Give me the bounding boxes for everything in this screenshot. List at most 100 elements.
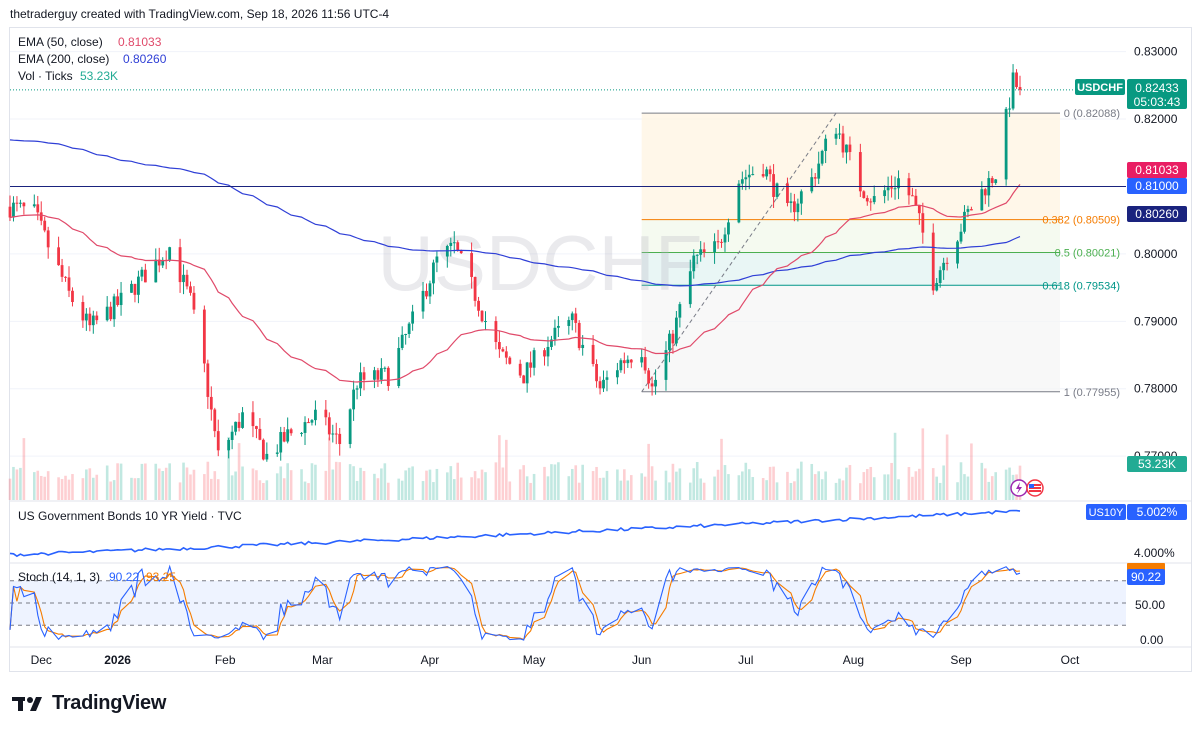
ema50-price-tag: 0.81033 xyxy=(1127,162,1187,178)
candle-body xyxy=(133,283,137,295)
volume-bar xyxy=(255,470,258,500)
volume-bar xyxy=(800,461,803,500)
ema200-legend-label: EMA (200, close) xyxy=(18,52,109,66)
candle-body xyxy=(473,276,477,301)
candle-body xyxy=(817,163,821,179)
volume-bar xyxy=(987,481,991,500)
candle-body xyxy=(435,256,439,263)
volume-bar xyxy=(324,470,328,500)
candle-body xyxy=(386,367,390,387)
volume-bar xyxy=(282,478,286,500)
stoch-legend[interactable]: Stoch (14, 1, 3) 90.22 93.25 xyxy=(18,570,176,584)
candle-body xyxy=(112,296,116,320)
volume-bar xyxy=(1004,469,1008,500)
volume-bar xyxy=(529,482,532,500)
candle-body xyxy=(501,349,505,352)
volume-bar xyxy=(963,474,966,500)
volume-bar xyxy=(623,469,626,500)
candle-body xyxy=(452,242,456,244)
time-axis-tick: Oct xyxy=(1061,653,1080,667)
candle-body xyxy=(761,174,765,177)
volume-bar xyxy=(945,434,949,500)
volume-bar xyxy=(640,473,643,500)
ema200-legend[interactable]: EMA (200, close) 0.80260 xyxy=(18,52,167,66)
candle-body xyxy=(546,346,550,357)
volume-bar xyxy=(265,480,269,500)
volume-bar xyxy=(95,474,99,500)
candle-body xyxy=(376,370,380,380)
volume-bar xyxy=(848,465,852,500)
candle-body xyxy=(105,306,109,321)
volume-bar xyxy=(144,463,147,500)
tradingview-logo[interactable]: TradingView xyxy=(12,692,166,715)
volume-bar xyxy=(942,465,945,500)
volume-bar xyxy=(39,475,43,500)
volume-bar xyxy=(137,478,140,500)
volume-bar xyxy=(449,466,453,500)
volume-legend[interactable]: Vol · Ticks 53.23K xyxy=(18,69,118,83)
candle-body xyxy=(522,375,526,384)
volume-bar xyxy=(518,469,522,500)
candle-body xyxy=(411,311,415,324)
us10y-value-tag: 5.002% xyxy=(1127,504,1187,520)
candle-body xyxy=(768,169,772,175)
candle-body xyxy=(674,317,678,344)
volume-bar xyxy=(133,478,137,500)
candle-body xyxy=(425,290,428,297)
candle-body xyxy=(602,379,605,389)
us-flag-event-icon[interactable] xyxy=(1026,479,1044,497)
stochastic-oscillator xyxy=(9,564,1126,641)
volume-bar xyxy=(872,477,876,500)
candle-body xyxy=(629,359,633,363)
candle-body xyxy=(185,274,189,287)
candle-body xyxy=(664,350,668,380)
candle-body xyxy=(626,359,630,364)
volume-bar xyxy=(695,462,699,500)
volume-bar xyxy=(22,438,26,500)
volume-bar xyxy=(616,469,619,500)
candle-body xyxy=(917,205,921,214)
candle-body xyxy=(182,274,185,283)
candle-body xyxy=(845,144,848,153)
ema50-legend[interactable]: EMA (50, close) 0.81033 xyxy=(18,35,162,49)
candle-body xyxy=(1004,108,1008,180)
candle-body xyxy=(577,322,581,349)
bond-panel-title[interactable]: US Government Bonds 10 YR Yield · TVC xyxy=(18,509,242,523)
volume-bar xyxy=(813,474,817,500)
candle-body xyxy=(945,262,949,264)
price-axis[interactable]: 0.830000.820000.800000.790000.780000.770… xyxy=(1134,45,1178,464)
candle-body xyxy=(36,204,40,213)
candle-body xyxy=(695,254,699,256)
volume-bar xyxy=(643,476,647,500)
candle-body xyxy=(543,350,546,357)
candle-body xyxy=(397,347,401,387)
volume-bar xyxy=(970,443,973,500)
fibonacci-retracement[interactable]: 0 (0.82088) 0.382 (0.80509) 0.5 (0.80021) 0… xyxy=(641,108,1120,399)
candle-body xyxy=(300,432,303,434)
candle-body xyxy=(237,421,241,428)
volume-bar xyxy=(8,478,12,500)
candle-body xyxy=(275,452,279,454)
candle-body xyxy=(911,195,914,197)
volume-bar xyxy=(723,465,727,500)
candle-body xyxy=(19,202,22,204)
candle-body xyxy=(81,301,85,321)
volume-bar xyxy=(362,471,366,500)
flash-event-icon[interactable] xyxy=(1010,479,1028,497)
candle-body xyxy=(289,429,293,434)
candle-body xyxy=(227,439,231,451)
volume-bar xyxy=(918,468,921,500)
tradingview-logo-icon xyxy=(12,696,42,711)
fib-level-label: 0.382 (0.80509) xyxy=(1042,215,1120,227)
candle-body xyxy=(966,209,970,212)
volume-bar xyxy=(421,481,425,500)
candle-body xyxy=(605,377,609,380)
volume-bar xyxy=(355,480,359,500)
candle-body xyxy=(241,412,244,428)
fib-zone xyxy=(641,252,1060,286)
candle-body xyxy=(119,292,123,306)
volume-bar xyxy=(716,469,720,500)
candle-body xyxy=(692,255,696,272)
time-axis[interactable]: Dec 2026 Feb Mar Apr May Jun Jul Aug Sep Oct xyxy=(31,653,1080,667)
